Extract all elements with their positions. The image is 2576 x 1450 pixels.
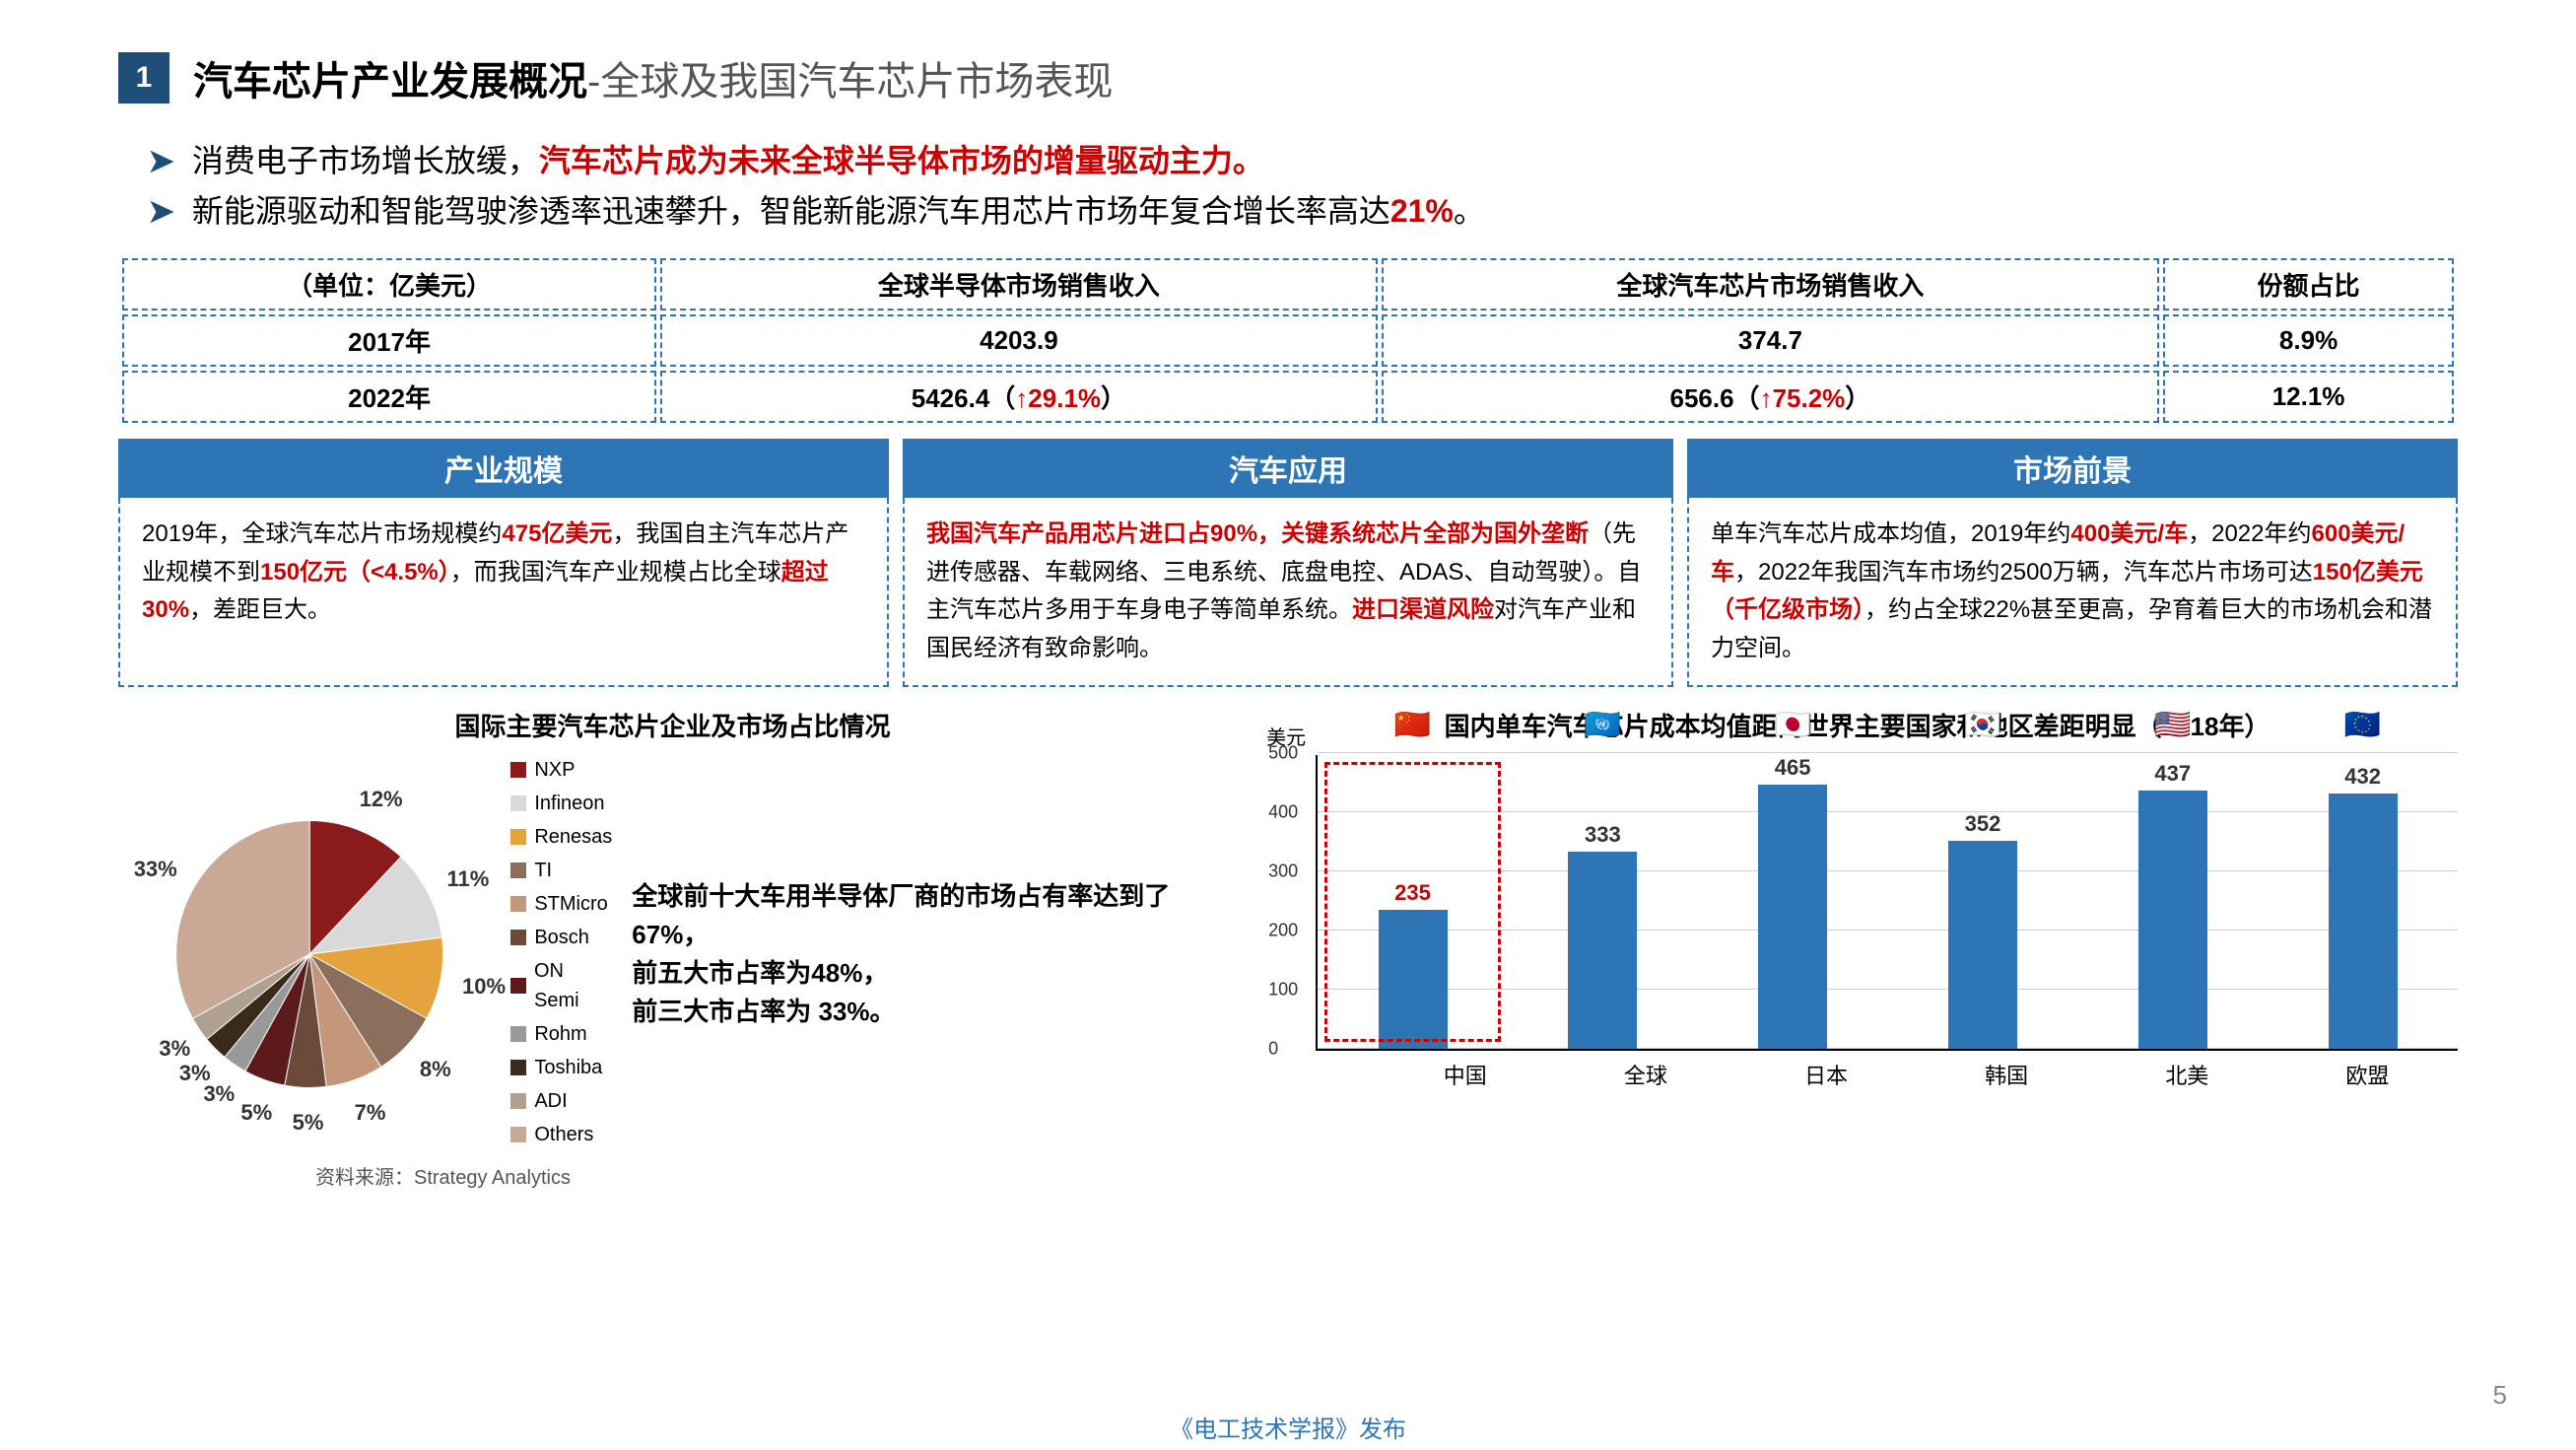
- legend-item: Infineon: [510, 789, 612, 818]
- table-row: 2017年 4203.9 374.7 8.9%: [122, 314, 2454, 367]
- bar-value: 432: [2344, 764, 2381, 790]
- bar-x-axis: 中国全球日本韩国北美欧盟: [1316, 1051, 2458, 1090]
- legend-item: Rohm: [510, 1019, 612, 1049]
- bar-value: 465: [1775, 755, 1811, 781]
- legend-item: Bosch: [510, 923, 612, 952]
- col-auto-application: 汽车应用 我国汽车产品用芯片进口占90%，关键系统芯片全部为国外垄断（先进传感器…: [903, 439, 1673, 687]
- three-column-info: 产业规模 2019年，全球汽车芯片市场规模约475亿美元，我国自主汽车芯片产业规…: [118, 439, 2458, 687]
- bar-rect: [1758, 785, 1827, 1049]
- th-semi: 全球半导体市场销售收入: [660, 258, 1378, 311]
- footer-publisher: 《电工技术学报》发布: [1170, 1410, 1406, 1444]
- bar-value: 352: [1965, 811, 2001, 837]
- bar-rect: [1948, 841, 2017, 1049]
- legend-item: Others: [510, 1120, 612, 1149]
- bar-column: 🇺🇸 437: [2077, 755, 2268, 1049]
- legend-item: ADI: [510, 1086, 612, 1116]
- bar-x-label: 欧盟: [2277, 1059, 2458, 1090]
- pie-chart-panel: 国际主要汽车芯片企业及市场占比情况 12% 11% 10% 8% 7% 5% 5% 3%3% 3…: [118, 707, 1227, 1190]
- bar-value: 333: [1585, 822, 1621, 848]
- pie-chart: 12%11%10%8%7%5%5%3%3%3%33%: [138, 777, 481, 1132]
- pie-slice-label: 7%: [355, 1100, 386, 1126]
- bar-x-label: 全球: [1555, 1059, 1735, 1090]
- pie-comment: 全球前十大车用半导体厂商的市场占有率达到了67%， 前五大市占率为48%， 前三…: [632, 877, 1227, 1031]
- slide-title: 汽车芯片产业发展概况-全球及我国汽车芯片市场表现: [193, 49, 1113, 106]
- legend-item: Renesas: [510, 822, 612, 852]
- col-industry-scale: 产业规模 2019年，全球汽车芯片市场规模约475亿美元，我国自主汽车芯片产业规…: [118, 439, 889, 687]
- col-market-outlook: 市场前景 单车汽车芯片成本均值，2019年约400美元/车，2022年约600美…: [1687, 439, 2458, 687]
- section-number: 1: [118, 52, 169, 104]
- y-tick-label: 300: [1268, 861, 1298, 881]
- market-table: （单位：亿美元） 全球半导体市场销售收入 全球汽车芯片市场销售收入 份额占比 2…: [118, 254, 2458, 427]
- pie-slice-label: 10%: [462, 974, 506, 1000]
- bar-column: 🇰🇷 352: [1888, 755, 2078, 1049]
- y-tick-label: 200: [1268, 920, 1298, 940]
- bar-area: 0100200300400500 🇨🇳 235 🇺🇳 333 🇯🇵 465 🇰🇷…: [1316, 755, 2458, 1051]
- bar-value: 437: [2154, 761, 2191, 787]
- bar-x-label: 中国: [1375, 1059, 1555, 1090]
- bullet-2: ➤ 新能源驱动和智能驾驶渗透率迅速攀升，智能新能源汽车用芯片市场年复合增长率高达…: [148, 186, 2458, 237]
- bar-x-label: 北美: [2097, 1059, 2277, 1090]
- legend-item: Toshiba: [510, 1053, 612, 1082]
- bullet-list: ➤ 消费电子市场增长放缓，汽车芯片成为未来全球半导体市场的增量驱动主力。 ➤ 新…: [148, 136, 2458, 237]
- th-unit: （单位：亿美元）: [122, 258, 656, 311]
- bar-rect: [2329, 794, 2398, 1049]
- bar-title: 国内单车汽车芯片成本均值距离世界主要国家和地区差距明显（2018年）: [1256, 707, 2458, 743]
- pie-slice-label: 5%: [240, 1100, 272, 1126]
- pie-slice-label: 5%: [293, 1110, 324, 1136]
- bullet-arrow-icon: ➤: [148, 136, 174, 186]
- legend-item: STMicro: [510, 889, 612, 919]
- bar-rect: [1379, 910, 1448, 1049]
- pie-slice-label: 8%: [420, 1057, 451, 1082]
- bar-x-label: 日本: [1735, 1059, 1916, 1090]
- legend-item: ON Semi: [510, 956, 612, 1015]
- bar-column: 🇪🇺 432: [2268, 755, 2458, 1049]
- bullet-1: ➤ 消费电子市场增长放缓，汽车芯片成为未来全球半导体市场的增量驱动主力。: [148, 136, 2458, 186]
- pie-source: 资料来源：Strategy Analytics: [315, 1161, 1227, 1190]
- flag-icon: 🇨🇳: [1394, 708, 1431, 742]
- title-main: 汽车芯片产业发展概况: [193, 60, 587, 104]
- pie-slice-label: 12%: [360, 787, 403, 812]
- bar-value: 235: [1394, 880, 1431, 906]
- y-tick-label: 500: [1268, 742, 1298, 763]
- pie-slice-label: 11%: [446, 866, 489, 892]
- flag-icon: 🇰🇷: [1964, 708, 2000, 742]
- y-tick-label: 0: [1268, 1038, 1278, 1059]
- bar-column: 🇺🇳 333: [1508, 755, 1698, 1049]
- bar-column: 🇯🇵 465: [1698, 755, 1888, 1049]
- bar-rect: [1568, 852, 1637, 1049]
- pie-title: 国际主要汽车芯片企业及市场占比情况: [118, 707, 1227, 743]
- th-auto: 全球汽车芯片市场销售收入: [1382, 258, 2159, 311]
- th-share: 份额占比: [2163, 258, 2454, 311]
- bar-chart-panel: 国内单车汽车芯片成本均值距离世界主要国家和地区差距明显（2018年） 美元 01…: [1256, 707, 2458, 1190]
- flag-icon: 🇺🇸: [2154, 708, 2191, 742]
- flag-icon: 🇺🇳: [1585, 708, 1621, 742]
- bar-rect: [2138, 791, 2207, 1049]
- bar-x-label: 韩国: [1917, 1059, 2097, 1090]
- flag-icon: 🇪🇺: [2344, 708, 2381, 742]
- table-row: 2022年 5426.4（↑29.1%） 656.6（↑75.2%） 12.1%: [122, 371, 2454, 423]
- y-tick-label: 400: [1268, 801, 1298, 822]
- pie-slice-label: 33%: [134, 857, 177, 882]
- legend-item: NXP: [510, 755, 612, 785]
- charts-row: 国际主要汽车芯片企业及市场占比情况 12% 11% 10% 8% 7% 5% 5% 3%3% 3…: [118, 707, 2458, 1190]
- title-sub: -全球及我国汽车芯片市场表现: [587, 60, 1113, 104]
- legend-item: TI: [510, 856, 612, 885]
- flag-icon: 🇯🇵: [1774, 708, 1810, 742]
- page-number: 5: [2493, 1380, 2507, 1411]
- y-tick-label: 100: [1268, 979, 1298, 1000]
- pie-slice-label: 3%: [179, 1061, 211, 1086]
- pie-legend: NXP Infineon Renesas TI STMicro Bosch ON Semi R…: [510, 755, 612, 1153]
- slide-header: 1 汽车芯片产业发展概况-全球及我国汽车芯片市场表现: [118, 49, 2458, 106]
- bar-column: 🇨🇳 235: [1318, 755, 1508, 1049]
- pie-slice-label: 3%: [159, 1036, 190, 1062]
- bullet-arrow-icon: ➤: [148, 186, 174, 237]
